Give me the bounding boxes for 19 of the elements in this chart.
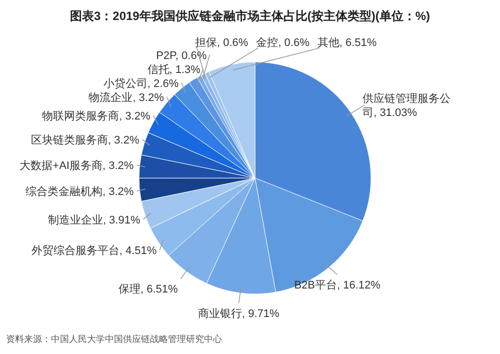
chart-title: 图表3：2019年我国供应链金融市场主体占比(按主体类型)(单位：%): [70, 9, 430, 23]
slice-label: 小贷公司, 2.6%: [103, 76, 179, 90]
slice-label: 其他, 6.51%: [317, 36, 377, 49]
slice-label: 综合类金融机构, 3.2%: [26, 185, 134, 198]
slice-label: 供应链管理服务公司, 31.03%: [362, 92, 451, 120]
slice-label: B2B平台, 16.12%: [294, 278, 381, 292]
text: 资料来源：中国人民大学中国供应链战略管理研究中心: [6, 334, 222, 344]
slice-label: 物流企业, 3.2%: [88, 90, 164, 104]
slice-label: 区块链类服务商, 3.2%: [31, 133, 140, 146]
slice-label: 物联网类服务商, 3.2%: [42, 109, 150, 122]
slice-label: 制造业企业, 3.91%: [48, 213, 140, 226]
slice-label: 外贸综合服务平台, 4.51%: [31, 244, 157, 258]
slice-label: 商业银行, 9.71%: [198, 306, 280, 320]
slice-label: 大数据+AI服务商, 3.2%: [20, 159, 134, 172]
slice-label: 信托, 1.3%: [147, 64, 201, 76]
slice-label: 金控, 0.6%: [256, 37, 310, 49]
slice-label: 担保, 0.6%: [195, 37, 248, 49]
slice-label: P2P, 0.6%: [156, 50, 207, 62]
slice-label: 保理, 6.51%: [118, 284, 178, 296]
